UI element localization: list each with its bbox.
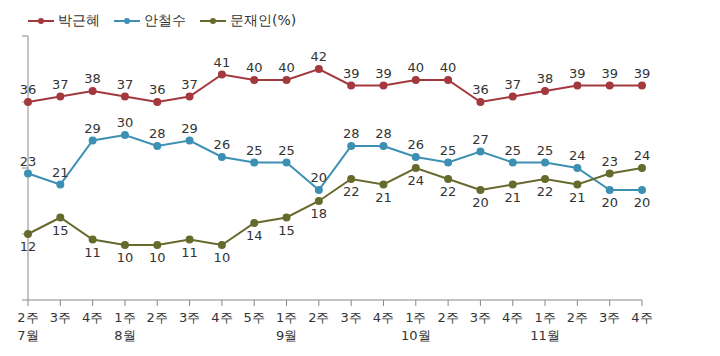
svg-text:4주: 4주	[82, 310, 103, 325]
svg-text:39: 39	[569, 66, 586, 81]
svg-text:29: 29	[84, 121, 101, 136]
svg-text:10월: 10월	[401, 328, 431, 343]
svg-text:10: 10	[117, 250, 134, 265]
svg-text:30: 30	[117, 115, 134, 130]
svg-text:5주: 5주	[244, 310, 265, 325]
svg-text:22: 22	[440, 184, 457, 199]
svg-text:23: 23	[601, 154, 618, 169]
svg-text:21: 21	[52, 165, 69, 180]
svg-text:4주: 4주	[211, 310, 232, 325]
svg-text:37: 37	[181, 77, 198, 92]
svg-text:38: 38	[84, 71, 101, 86]
svg-text:27: 27	[472, 132, 489, 147]
svg-text:23: 23	[20, 154, 37, 169]
svg-text:2주: 2주	[567, 310, 588, 325]
svg-text:7월: 7월	[17, 328, 38, 343]
svg-text:37: 37	[504, 77, 521, 92]
svg-text:20: 20	[311, 170, 328, 185]
svg-text:38: 38	[537, 71, 554, 86]
svg-text:1주: 1주	[114, 310, 135, 325]
svg-text:10: 10	[149, 250, 166, 265]
svg-text:24: 24	[569, 148, 586, 163]
svg-text:39: 39	[375, 66, 392, 81]
svg-text:1주: 1주	[405, 310, 426, 325]
svg-text:42: 42	[311, 49, 328, 64]
svg-text:4주: 4주	[631, 310, 652, 325]
svg-text:40: 40	[246, 60, 263, 75]
svg-text:11월: 11월	[530, 328, 560, 343]
svg-text:29: 29	[181, 121, 198, 136]
svg-text:25: 25	[440, 143, 457, 158]
svg-text:40: 40	[408, 60, 425, 75]
svg-text:3주: 3주	[341, 310, 362, 325]
svg-text:11: 11	[84, 245, 101, 260]
svg-text:40: 40	[440, 60, 457, 75]
svg-text:40: 40	[278, 60, 295, 75]
svg-text:14: 14	[246, 228, 263, 243]
svg-text:26: 26	[408, 137, 425, 152]
svg-text:25: 25	[537, 143, 554, 158]
svg-text:15: 15	[52, 223, 69, 238]
svg-text:21: 21	[504, 190, 521, 205]
svg-text:20: 20	[472, 195, 489, 210]
svg-text:22: 22	[343, 184, 360, 199]
svg-text:3주: 3주	[50, 310, 71, 325]
svg-text:37: 37	[52, 77, 69, 92]
svg-text:20: 20	[634, 195, 651, 210]
svg-text:9월: 9월	[276, 328, 297, 343]
svg-text:3주: 3주	[470, 310, 491, 325]
svg-text:15: 15	[278, 223, 295, 238]
svg-text:11: 11	[181, 245, 198, 260]
svg-text:28: 28	[343, 126, 360, 141]
svg-text:2주: 2주	[17, 310, 38, 325]
svg-text:39: 39	[601, 66, 618, 81]
svg-text:3주: 3주	[179, 310, 200, 325]
svg-text:28: 28	[375, 126, 392, 141]
svg-text:24: 24	[634, 148, 651, 163]
svg-text:8월: 8월	[114, 328, 135, 343]
svg-text:1주: 1주	[276, 310, 297, 325]
svg-text:3주: 3주	[599, 310, 620, 325]
svg-text:4주: 4주	[373, 310, 394, 325]
svg-text:20: 20	[601, 195, 618, 210]
svg-text:12: 12	[20, 239, 37, 254]
svg-text:36: 36	[20, 82, 37, 97]
svg-text:2주: 2주	[308, 310, 329, 325]
html-text:문재인(%): 문재인(%)	[230, 12, 297, 28]
svg-text:25: 25	[246, 143, 263, 158]
svg-text:2주: 2주	[437, 310, 458, 325]
html-text:안철수: 안철수	[144, 12, 186, 28]
svg-text:36: 36	[472, 82, 489, 97]
svg-text:26: 26	[214, 137, 231, 152]
svg-text:39: 39	[634, 66, 651, 81]
svg-text:37: 37	[117, 77, 134, 92]
svg-text:36: 36	[149, 82, 166, 97]
svg-text:25: 25	[278, 143, 295, 158]
svg-text:18: 18	[311, 206, 328, 221]
html-text:박근혜: 박근혜	[58, 12, 100, 28]
svg-text:22: 22	[537, 184, 554, 199]
svg-text:4주: 4주	[502, 310, 523, 325]
svg-text:1주: 1주	[534, 310, 555, 325]
svg-text:25: 25	[504, 143, 521, 158]
svg-text:28: 28	[149, 126, 166, 141]
svg-text:39: 39	[343, 66, 360, 81]
svg-text:24: 24	[408, 173, 425, 188]
svg-text:21: 21	[569, 190, 586, 205]
svg-text:21: 21	[375, 190, 392, 205]
svg-text:41: 41	[214, 55, 231, 70]
svg-text:10: 10	[214, 250, 231, 265]
svg-text:2주: 2주	[147, 310, 168, 325]
